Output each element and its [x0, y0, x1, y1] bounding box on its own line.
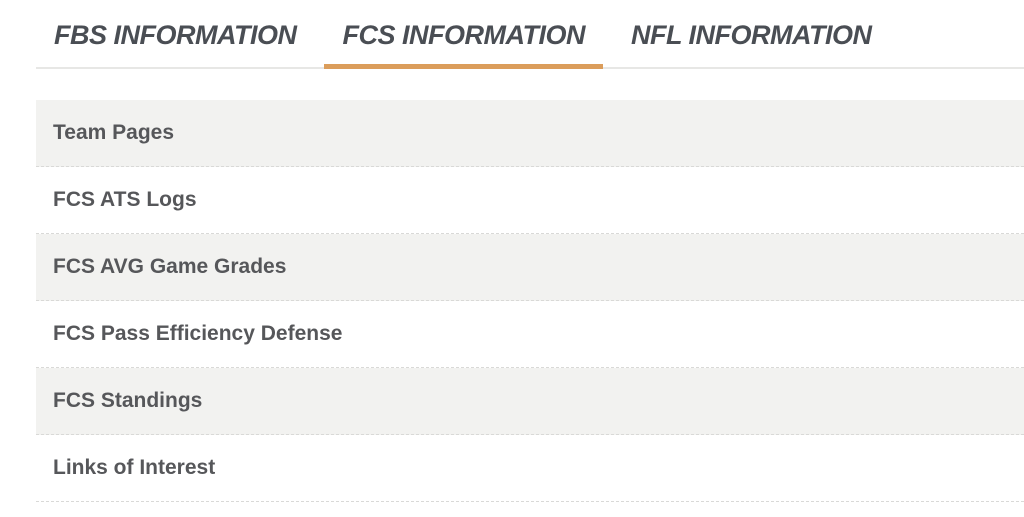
- menu-item-fcs-ats-logs[interactable]: FCS ATS Logs: [36, 167, 1024, 234]
- tab-nfl-information[interactable]: NFL INFORMATION: [630, 20, 872, 50]
- tab-fbs-information[interactable]: FBS INFORMATION: [54, 20, 297, 50]
- menu-item-team-pages[interactable]: Team Pages: [36, 100, 1024, 167]
- menu-item-fcs-standings[interactable]: FCS Standings: [36, 368, 1024, 435]
- fcs-information-menu: Team Pages FCS ATS Logs FCS AVG Game Gra…: [36, 100, 1024, 502]
- menu-item-fcs-pass-efficiency-defense[interactable]: FCS Pass Efficiency Defense: [36, 301, 1024, 368]
- tab-fcs-information[interactable]: FCS INFORMATION: [324, 16, 603, 69]
- menu-item-links-of-interest[interactable]: Links of Interest: [36, 435, 1024, 502]
- information-tabs: FBS INFORMATION FCS INFORMATION NFL INFO…: [36, 0, 1024, 69]
- menu-item-fcs-avg-game-grades[interactable]: FCS AVG Game Grades: [36, 234, 1024, 301]
